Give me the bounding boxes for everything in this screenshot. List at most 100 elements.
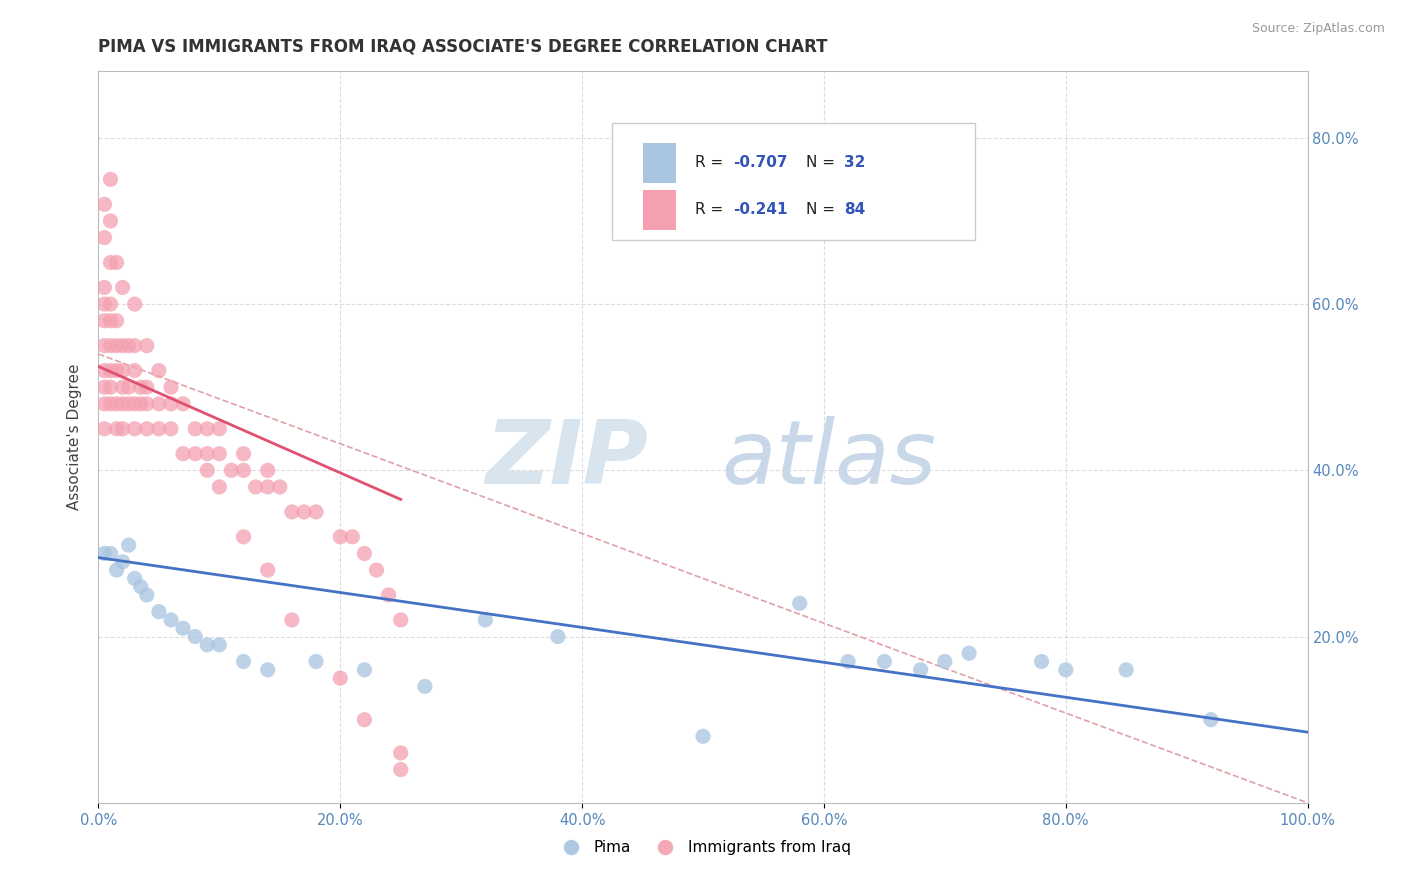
Point xyxy=(208,447,231,461)
Y-axis label: Associate's Degree: Associate's Degree xyxy=(67,364,83,510)
Text: 84: 84 xyxy=(845,202,866,218)
Point xyxy=(105,314,128,328)
Text: PIMA VS IMMIGRANTS FROM IRAQ ASSOCIATE'S DEGREE CORRELATION CHART: PIMA VS IMMIGRANTS FROM IRAQ ASSOCIATE'S… xyxy=(98,38,828,56)
Point xyxy=(195,447,218,461)
Point xyxy=(172,397,194,411)
Legend: Pima, Immigrants from Iraq: Pima, Immigrants from Iraq xyxy=(550,834,856,861)
Point xyxy=(135,397,157,411)
Point xyxy=(118,338,141,352)
Point xyxy=(305,655,328,669)
Point xyxy=(353,663,375,677)
Point xyxy=(93,546,115,560)
Point xyxy=(100,297,122,311)
Point xyxy=(100,380,122,394)
Point xyxy=(135,588,157,602)
Point xyxy=(873,655,896,669)
Point xyxy=(100,338,122,352)
Point xyxy=(111,280,134,294)
Point xyxy=(353,713,375,727)
Text: N =: N = xyxy=(806,202,839,218)
Point xyxy=(245,480,267,494)
Point xyxy=(148,605,170,619)
Point xyxy=(184,422,207,436)
Text: -0.707: -0.707 xyxy=(734,155,787,170)
Point xyxy=(129,397,152,411)
Point xyxy=(93,397,115,411)
Text: ZIP: ZIP xyxy=(485,416,648,502)
Point xyxy=(148,422,170,436)
Point xyxy=(124,297,146,311)
Point xyxy=(129,380,152,394)
Point xyxy=(93,363,115,377)
Point xyxy=(105,397,128,411)
Point xyxy=(172,621,194,635)
Text: 32: 32 xyxy=(845,155,866,170)
Point xyxy=(105,255,128,269)
Point xyxy=(100,546,122,560)
FancyBboxPatch shape xyxy=(613,122,976,240)
Point xyxy=(111,380,134,394)
Point xyxy=(957,646,980,660)
Point xyxy=(281,505,304,519)
Point xyxy=(100,255,122,269)
Point xyxy=(195,463,218,477)
Point xyxy=(377,588,399,602)
Point xyxy=(692,729,714,743)
Point xyxy=(184,630,207,644)
Point xyxy=(111,555,134,569)
Point xyxy=(1031,655,1053,669)
Point xyxy=(148,363,170,377)
Point xyxy=(118,538,141,552)
Point xyxy=(135,338,157,352)
Point xyxy=(160,380,183,394)
Point xyxy=(366,563,388,577)
Point xyxy=(93,280,115,294)
Point xyxy=(111,338,134,352)
Point xyxy=(256,463,278,477)
Point xyxy=(547,630,569,644)
Point xyxy=(195,422,218,436)
Point xyxy=(389,763,412,777)
Point xyxy=(118,397,141,411)
Point xyxy=(93,380,115,394)
Point xyxy=(135,380,157,394)
Point xyxy=(256,480,278,494)
Point xyxy=(910,663,932,677)
Point xyxy=(148,397,170,411)
Point xyxy=(1054,663,1077,677)
Point xyxy=(105,338,128,352)
Point xyxy=(100,172,122,186)
Text: N =: N = xyxy=(806,155,839,170)
Point xyxy=(124,571,146,585)
Point xyxy=(105,363,128,377)
Text: Source: ZipAtlas.com: Source: ZipAtlas.com xyxy=(1251,22,1385,36)
Point xyxy=(232,463,254,477)
Point xyxy=(118,380,141,394)
Point xyxy=(124,363,146,377)
Point xyxy=(256,563,278,577)
Point xyxy=(353,546,375,560)
Point xyxy=(105,422,128,436)
Point xyxy=(389,613,412,627)
Point xyxy=(100,314,122,328)
Point xyxy=(789,596,811,610)
Point xyxy=(195,638,218,652)
Point xyxy=(105,563,128,577)
Point xyxy=(135,422,157,436)
Point xyxy=(232,447,254,461)
Point xyxy=(124,397,146,411)
Point xyxy=(93,297,115,311)
Text: R =: R = xyxy=(695,202,728,218)
Point xyxy=(124,338,146,352)
Text: R =: R = xyxy=(695,155,728,170)
Point xyxy=(474,613,496,627)
Point xyxy=(1199,713,1222,727)
Point xyxy=(934,655,956,669)
FancyBboxPatch shape xyxy=(643,143,676,183)
Point xyxy=(93,422,115,436)
Point xyxy=(93,230,115,244)
Point xyxy=(329,530,352,544)
Point xyxy=(111,363,134,377)
Point xyxy=(124,422,146,436)
Text: atlas: atlas xyxy=(721,416,936,502)
